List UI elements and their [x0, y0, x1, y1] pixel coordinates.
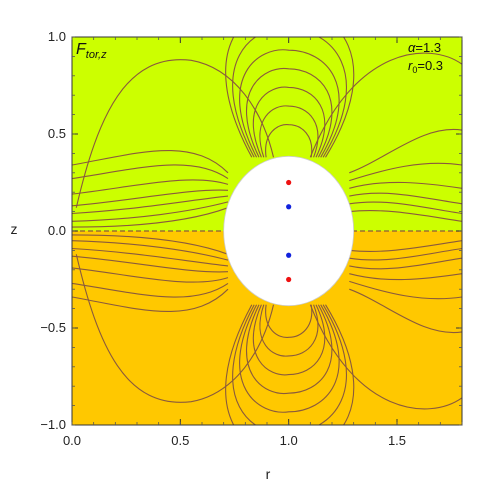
- contour-upper-11: [72, 189, 229, 207]
- contour-upper-16: [349, 201, 462, 215]
- contour-upper-5: [239, 49, 340, 158]
- param-r0-eq: =: [417, 58, 425, 73]
- contour-upper-8: [72, 207, 229, 228]
- contour-lower-5: [239, 304, 340, 413]
- x-tick-label-1: 0.5: [171, 433, 189, 448]
- param-alpha-value: 1.3: [423, 40, 441, 55]
- param-r0-value: 0.3: [425, 58, 443, 73]
- y-axis-label: z: [11, 221, 18, 237]
- contour-upper-14: [72, 150, 229, 174]
- contour-upper-13: [72, 164, 229, 180]
- contour-lower-14: [72, 288, 229, 312]
- tick-labels: 0.0 0.5 1.0 1.5 1.0 0.5 0.0 −0.5 −1.0: [40, 29, 406, 448]
- marker-point-1: [286, 204, 292, 210]
- contour-upper-4: [246, 67, 333, 158]
- y-tick-label-3: −0.5: [40, 320, 66, 335]
- contour-lower-16: [349, 247, 462, 261]
- contour-lower-15: [349, 240, 462, 252]
- contour-lower-6: [232, 304, 347, 425]
- y-tick-label-4: −1.0: [40, 417, 66, 432]
- excluded-ellipse-layer: [223, 155, 355, 307]
- marker-point-3: [286, 276, 292, 283]
- contour-lower-4: [246, 304, 333, 395]
- contour-lower-10: [72, 247, 229, 267]
- contour-lower-3: [252, 304, 326, 376]
- contour-upper-18: [349, 181, 462, 189]
- contour-upper-19: [349, 162, 462, 182]
- param-r0-name: r: [408, 58, 413, 73]
- x-axis-label: r: [266, 466, 271, 482]
- contour-upper-9: [72, 201, 229, 222]
- contour-upper-15: [349, 210, 462, 222]
- param-alpha: α=1.3: [408, 40, 441, 55]
- contour-lower-2: [259, 304, 319, 357]
- contour-lower-20: [349, 288, 462, 334]
- contour-lines: [72, 37, 462, 425]
- contour-upper-10: [72, 195, 229, 215]
- x-tick-label-3: 1.5: [388, 433, 406, 448]
- x-tick-label-2: 1.0: [280, 433, 298, 448]
- panel-label-sub: tor,z: [86, 49, 107, 61]
- param-alpha-eq: =: [415, 40, 423, 55]
- contour-lower-11: [72, 255, 229, 273]
- contour-upper-6: [232, 37, 347, 158]
- contour-upper-17: [349, 192, 462, 205]
- contour-lower-7: [225, 304, 355, 425]
- panel-label: Ftor,z: [76, 41, 107, 61]
- contour-lower-18: [349, 273, 462, 281]
- y-tick-label-1: 0.5: [48, 126, 66, 141]
- contour-lower-8: [72, 234, 229, 255]
- contour-lower-1: [265, 304, 313, 338]
- contour-upper-3: [252, 86, 326, 158]
- contour-lower-17: [349, 257, 462, 270]
- contour-lower-21: [309, 304, 462, 410]
- marker-points: [286, 179, 292, 283]
- marker-point-0: [286, 179, 292, 186]
- x-tick-label-0: 0.0: [63, 433, 81, 448]
- marker-point-2: [286, 252, 292, 258]
- axis-ticks: [71, 36, 463, 426]
- param-r0-sub: 0: [412, 65, 417, 75]
- param-alpha-name: α: [408, 40, 416, 55]
- contour-lower-12: [72, 267, 229, 283]
- contour-lower-19: [349, 280, 462, 300]
- contour-lower-13: [72, 282, 229, 298]
- y-tick-label-0: 1.0: [48, 29, 66, 44]
- contour-upper-7: [225, 37, 355, 158]
- contour-upper-21: [309, 52, 462, 158]
- contour-lower-9: [72, 240, 229, 261]
- param-r0: r0=0.3: [408, 58, 443, 75]
- panel-label-main: F: [76, 41, 87, 58]
- excluded-ellipse: [223, 155, 355, 307]
- contour-upper-1: [265, 124, 313, 158]
- contour-upper-12: [72, 179, 229, 195]
- contour-upper-2: [259, 105, 319, 158]
- contour-upper-20: [349, 128, 462, 174]
- y-tick-label-2: 0.0: [48, 223, 66, 238]
